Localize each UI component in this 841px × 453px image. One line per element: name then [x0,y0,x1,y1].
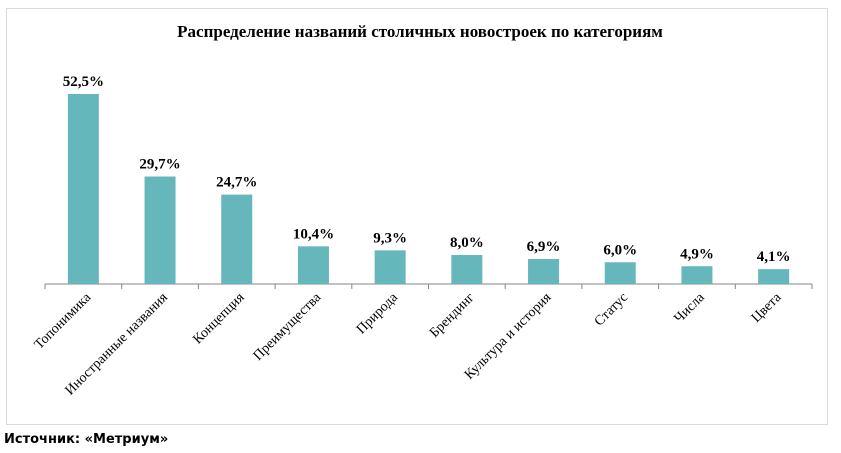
x-tick-label: Цвета [749,290,785,326]
bar-9 [681,266,713,284]
x-tick-label: Топонимика [32,290,95,353]
bar-10 [758,269,790,284]
bar-7 [528,259,560,284]
source-note: Источник: «Метриум» [4,432,169,447]
bar-8 [604,262,636,284]
data-label: 9,3% [373,230,407,246]
chart-frame [6,8,828,425]
data-label: 29,7% [139,157,180,173]
data-label: 6,9% [527,239,561,255]
x-tick-label: Концепция [190,290,247,347]
x-tick-label: Статус [592,290,631,329]
data-label: 24,7% [216,175,257,191]
x-tick-label: Преимущества [251,290,325,364]
chart-title: Распределение названий столичных новостр… [177,22,663,41]
data-label: 6,0% [603,242,637,258]
data-label: 8,0% [450,235,484,251]
bar-2 [144,176,176,284]
x-tick-label: Брендинг [427,290,478,341]
x-tick-label: Культура и история [462,290,555,383]
bar-4 [297,246,329,284]
bar-5 [374,250,406,284]
data-label: 4,1% [757,249,791,265]
data-label: 10,4% [293,226,334,242]
bar-3 [221,194,253,284]
data-label: 52,5% [63,74,104,90]
x-tick-label: Числа [672,290,709,327]
bar-1 [67,94,99,284]
bar-6 [451,255,483,284]
data-label: 4,9% [680,246,714,262]
x-tick-label: Природа [354,290,402,338]
